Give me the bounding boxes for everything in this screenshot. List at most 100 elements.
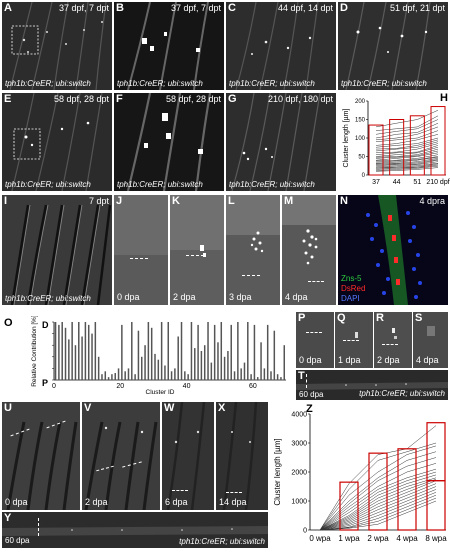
panel-m: M 4 dpa <box>282 195 336 305</box>
y-axis-label: Cluster length [µm] <box>273 438 282 505</box>
bar <box>124 371 126 380</box>
bar <box>243 362 246 380</box>
panel-c: C 44 dpf, 14 dpt tph1b:CreER; ubi:switch <box>226 2 336 90</box>
y-tick-label: 4000 <box>291 412 307 419</box>
panel-s: S 4 dpa <box>413 312 448 368</box>
bar <box>58 324 60 380</box>
series-line <box>319 492 437 531</box>
amputation-line <box>38 518 39 536</box>
panel-letter: M <box>284 195 294 207</box>
fin-image-y <box>2 512 268 548</box>
y-tick-label: 2000 <box>291 470 307 477</box>
panel-letter: B <box>116 2 124 14</box>
series-line <box>375 110 439 128</box>
y-tick-label: 150 <box>355 118 366 124</box>
bar <box>177 336 179 380</box>
x-tick-label: 37 <box>372 179 380 186</box>
series-line <box>375 145 439 155</box>
amputation-line <box>308 281 324 282</box>
series-line <box>319 425 437 531</box>
series-line <box>375 162 439 168</box>
bar <box>154 353 156 380</box>
x-tick-label: 40 <box>183 383 191 390</box>
fin-image-j <box>114 195 168 305</box>
panel-e: E 58 dpf, 28 dpt tph1b:CreER; ubi:switch <box>2 93 112 191</box>
fin-image-a <box>2 2 112 90</box>
bar <box>266 324 269 380</box>
bar <box>276 374 279 380</box>
x-tick-label: 20 <box>116 383 124 390</box>
series-line <box>375 156 439 164</box>
stage-label: 60 dpa <box>299 390 324 399</box>
stage-label: 2 dpa <box>173 292 196 302</box>
fin-image-k <box>170 195 224 305</box>
panel-letter: X <box>218 402 226 414</box>
panel-p: P 0 dpa <box>296 312 334 368</box>
panel-letter: Z <box>306 403 313 415</box>
series-line <box>319 457 437 531</box>
bar <box>253 324 256 380</box>
bar <box>74 345 77 380</box>
bar <box>174 368 176 380</box>
genotype-label: tph1b:CreER; ubi:switch <box>5 180 91 189</box>
amputation-line <box>172 490 188 491</box>
panel-j: J 0 dpa <box>114 195 168 305</box>
panel-letter: N <box>340 195 348 207</box>
panel-letter: D <box>340 2 348 14</box>
series-line <box>319 494 437 531</box>
series-line <box>319 445 437 531</box>
stage-label: 0 dpa <box>299 355 322 365</box>
legend-dapi: DAPI <box>341 294 360 303</box>
bar <box>220 322 223 380</box>
panel-letter: E <box>4 93 12 105</box>
panel-w: W 6 dpa <box>162 402 214 510</box>
range-box <box>430 106 446 176</box>
series-line <box>375 115 439 131</box>
genotype-label: tph1b:CreER; ubi:switch <box>117 180 203 189</box>
amputation-line <box>306 374 307 388</box>
stage-label: 6 dpa <box>165 497 188 507</box>
bar <box>270 371 272 380</box>
bar <box>54 322 57 380</box>
chart-o-svg: D P Relative Contribution [%] 0 20 40 60 Cluste… <box>31 315 286 396</box>
time-label: 7 dpt <box>88 196 109 206</box>
stage-label: 4 dpra <box>419 196 445 206</box>
x-tick-label: 44 <box>393 179 401 186</box>
series-line <box>375 143 439 154</box>
panel-letter: J <box>116 195 123 207</box>
fin-image-s <box>413 312 448 368</box>
y-tick-label: 200 <box>355 99 366 105</box>
bar <box>68 339 70 380</box>
stage-label: 14 dpa <box>219 497 247 507</box>
genotype-label: tph1b:CreER; ubi:switch <box>341 79 427 88</box>
bar <box>111 374 113 380</box>
bar <box>257 377 259 380</box>
amputation-line <box>242 275 260 276</box>
series-line <box>375 158 439 165</box>
y-tick-label: 0 <box>362 173 366 179</box>
bar <box>180 322 183 380</box>
stage-label: 2 dpa <box>377 355 400 365</box>
bar <box>157 359 160 380</box>
fin-image-u <box>2 402 80 510</box>
bar <box>134 374 136 380</box>
bar <box>190 322 193 380</box>
y-tick-label: 100 <box>355 136 366 142</box>
bar <box>194 348 196 380</box>
series-line <box>375 167 439 172</box>
series-line <box>319 497 437 531</box>
genotype-label: tph1b:CreER; ubi:switch <box>5 79 91 88</box>
time-label: 58 dpf, 28 dpt <box>165 94 221 104</box>
series-line <box>375 163 439 169</box>
y-tick-label: 0 <box>303 528 307 535</box>
panel-n: N 4 dpra Zns-5 DsRed DAPI <box>338 195 448 305</box>
series-line <box>319 500 437 531</box>
stage-label: 4 dpa <box>416 355 439 365</box>
legend-dsred: DsRed <box>341 284 366 293</box>
bar <box>240 368 242 380</box>
panel-letter: Q <box>337 312 346 324</box>
fin-image-d <box>338 2 448 90</box>
time-label: 58 dpf, 28 dpt <box>53 94 109 104</box>
series-line <box>375 130 439 142</box>
x-axis-label: Cluster ID <box>146 389 175 396</box>
